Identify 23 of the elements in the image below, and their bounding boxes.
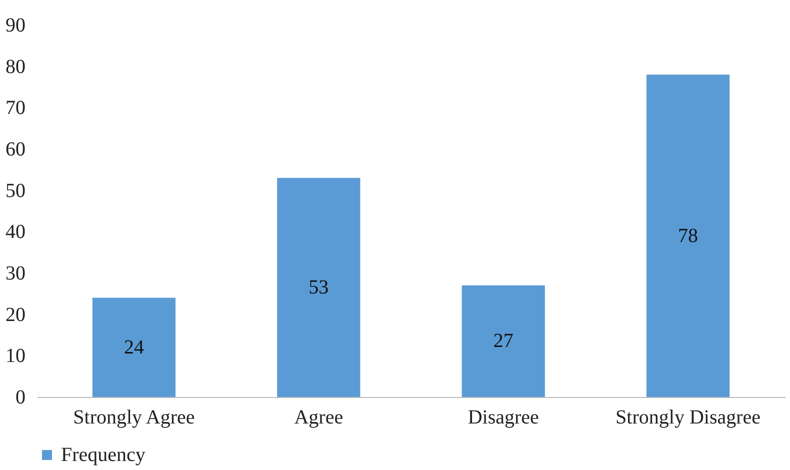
y-tick-label: 70 (6, 97, 26, 120)
y-tick-label: 60 (6, 138, 26, 160)
x-tick-label: Strongly Disagree (616, 406, 761, 428)
legend-label: Frequency (61, 444, 146, 466)
data-label: 24 (124, 336, 144, 358)
bar (462, 285, 545, 397)
bar (92, 298, 176, 397)
y-tick-label: 20 (6, 304, 26, 326)
data-label: 53 (308, 276, 329, 298)
x-tick-label: Strongly Agree (73, 406, 195, 428)
y-tick-label: 50 (6, 180, 26, 202)
y-tick-label: 30 (6, 262, 26, 284)
y-tick-label: 10 (6, 345, 26, 368)
bar (277, 178, 360, 397)
y-tick-label: 40 (6, 221, 26, 244)
y-tick-label: 80 (6, 56, 26, 78)
y-tick-label: 0 (16, 386, 26, 408)
x-tick-label: Agree (294, 406, 344, 428)
bar (646, 74, 730, 397)
data-label: 78 (678, 224, 698, 247)
data-label: 27 (493, 330, 514, 352)
y-tick-label: 90 (6, 14, 26, 36)
x-tick-label: Disagree (468, 406, 540, 428)
